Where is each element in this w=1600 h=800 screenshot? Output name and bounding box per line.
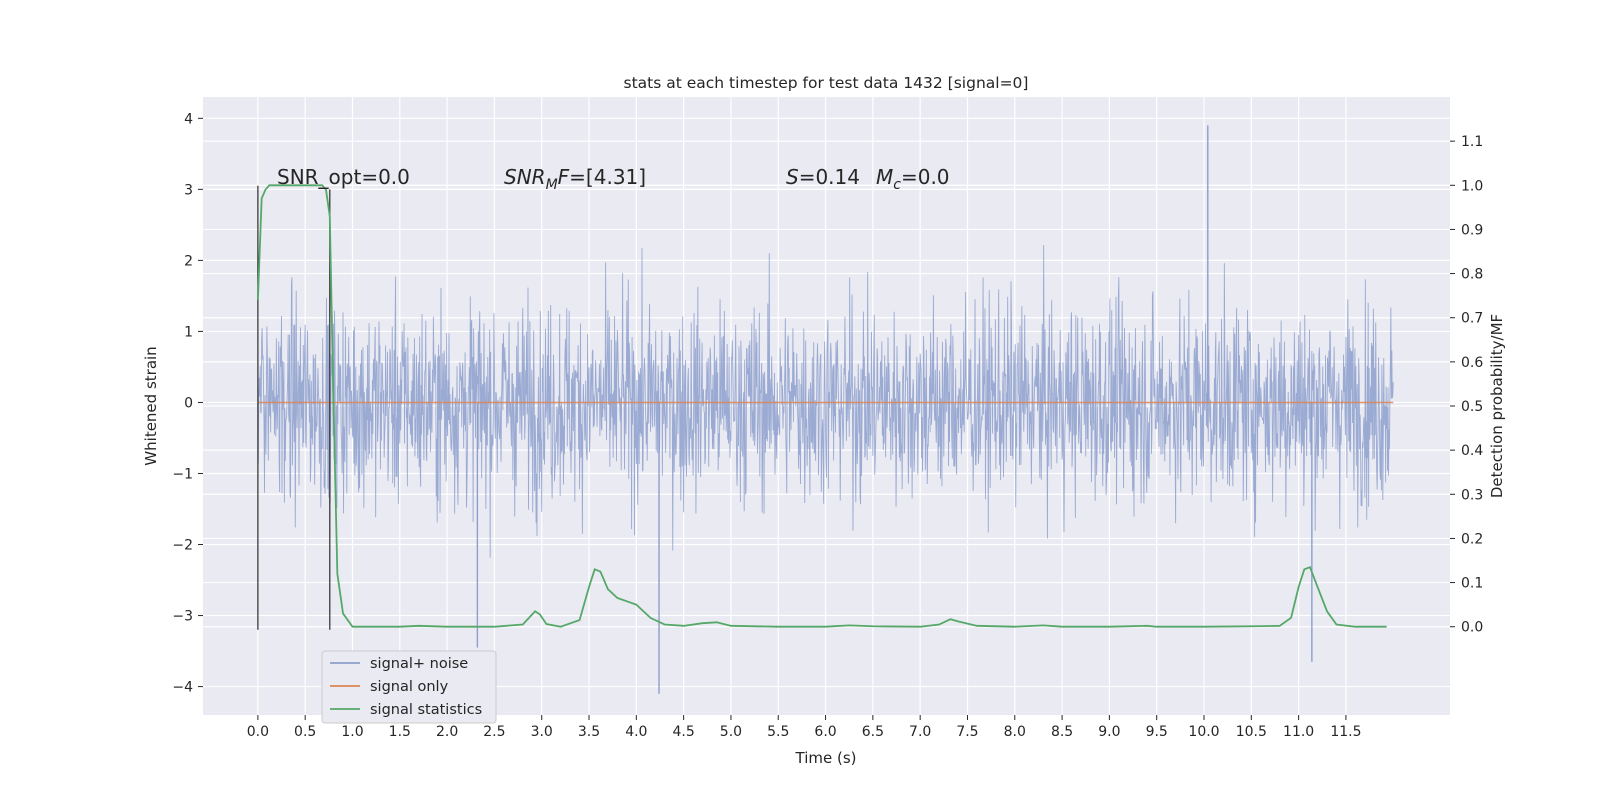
annotation-mc-var: M: [876, 165, 893, 189]
legend-box: [321, 650, 497, 724]
x-tick-label-4: 2.0: [436, 724, 458, 740]
x-tick-label-17: 8.5: [1051, 724, 1073, 740]
y-right-tick-label-10: 0.1: [1461, 576, 1483, 592]
annotation-snr-mf: SNRMF=[4.31]: [504, 165, 646, 193]
annotation-snr-mf-value: =[4.31]: [569, 165, 646, 189]
marker-lines: [257, 185, 331, 630]
signal-noise-trace: [257, 244, 1394, 558]
legend-label-signal-only: signal only: [370, 679, 449, 695]
x-tick-label-12: 6.0: [814, 724, 836, 740]
x-tick-label-6: 3.0: [531, 724, 553, 740]
legend-label-signal-noise: signal+ noise: [370, 656, 468, 672]
x-tick-label-18: 9.0: [1098, 724, 1120, 740]
annotation-snr-opt: SNR_opt=0.0: [277, 165, 410, 189]
annotation-s-mc: S=0.14 Mc=0.0: [786, 165, 950, 193]
x-tick-label-8: 4.0: [625, 724, 647, 740]
x-axis-ticks: 0.0 0.5 1.0 1.5 2.0 2.5 3.0 3.5 4.0 4.5 5.0 5.5 6.0 6…: [247, 715, 1362, 740]
y-right-tick-label-7: 0.4: [1461, 443, 1483, 459]
x-tick-label-5: 2.5: [483, 724, 505, 740]
y-right-tick-label-0: 1.1: [1461, 134, 1483, 150]
x-tick-label-19: 9.5: [1146, 724, 1168, 740]
x-tick-label-14: 7.0: [909, 724, 931, 740]
annotation-mc-value: =0.0: [901, 165, 950, 189]
y-left-tick-label-1: 3: [184, 182, 193, 198]
x-tick-label-3: 1.5: [389, 724, 411, 740]
y-right-tick-label-4: 0.7: [1461, 311, 1483, 327]
y-right-axis-ticks: 1.1 1.0 0.9 0.8 0.7 0.6 0.5 0.4 0.3 0.2 0.1 0.0: [1450, 134, 1483, 636]
annotation-snr-mf-sub: M: [546, 177, 558, 193]
x-tick-label-21: 10.5: [1236, 724, 1267, 740]
y-right-axis-label: Detection probability/MF: [1488, 314, 1506, 498]
legend: signal+ noise signal only signal statist…: [321, 650, 497, 724]
y-left-axis-label: Whitened strain: [142, 346, 160, 465]
y-left-tick-label-8: −4: [172, 680, 193, 696]
x-tick-label-9: 4.5: [673, 724, 695, 740]
y-left-axis-ticks: 4 3 2 1 0 −1 −2 −3 −4: [172, 111, 203, 696]
y-left-tick-label-2: 2: [184, 253, 193, 269]
annotation-mc-sub: c: [893, 177, 901, 193]
annotation-snr-mf-main: SNR: [504, 165, 546, 189]
x-axis-label: Time (s): [795, 749, 857, 767]
y-left-tick-label-3: 1: [184, 324, 193, 340]
annotation-snr-mf-tail-f: F: [558, 165, 570, 189]
signal-statistics-series: [256, 184, 1387, 628]
annotation-s-var: S: [786, 165, 799, 189]
y-right-tick-label-6: 0.5: [1461, 399, 1483, 415]
x-tick-label-7: 3.5: [578, 724, 600, 740]
y-right-tick-label-8: 0.3: [1461, 487, 1483, 503]
chart-title: stats at each timestep for test data 143…: [624, 74, 1029, 92]
y-left-tick-label-7: −3: [172, 609, 193, 625]
y-right-tick-label-3: 0.8: [1461, 267, 1483, 283]
x-tick-label-13: 6.5: [862, 724, 884, 740]
x-tick-label-10: 5.0: [720, 724, 742, 740]
x-tick-label-11: 5.5: [767, 724, 789, 740]
x-tick-label-15: 7.5: [956, 724, 978, 740]
legend-label-signal-statistics: signal statistics: [370, 702, 482, 718]
x-tick-label-22: 11.0: [1283, 724, 1314, 740]
signal-noise-series: [257, 125, 1394, 694]
y-right-tick-label-9: 0.2: [1461, 531, 1483, 547]
y-right-tick-label-1: 1.0: [1461, 178, 1483, 194]
x-tick-label-2: 1.0: [341, 724, 363, 740]
x-tick-label-16: 8.0: [1004, 724, 1026, 740]
y-left-tick-label-0: 4: [184, 111, 193, 127]
y-right-tick-label-11: 0.0: [1461, 620, 1483, 636]
y-right-tick-label-5: 0.6: [1461, 355, 1483, 371]
x-tick-label-23: 11.5: [1330, 724, 1361, 740]
y-left-tick-label-6: −2: [172, 538, 193, 554]
x-tick-label-0: 0.0: [247, 724, 269, 740]
y-right-tick-label-2: 0.9: [1461, 222, 1483, 238]
x-tick-label-20: 10.0: [1188, 724, 1219, 740]
x-tick-label-1: 0.5: [294, 724, 316, 740]
y-left-tick-label-5: −1: [172, 466, 193, 482]
y-left-tick-label-4: 0: [184, 395, 193, 411]
signal-statistics-line: [256, 184, 1387, 628]
annotation-s-value: =0.14: [799, 165, 860, 189]
